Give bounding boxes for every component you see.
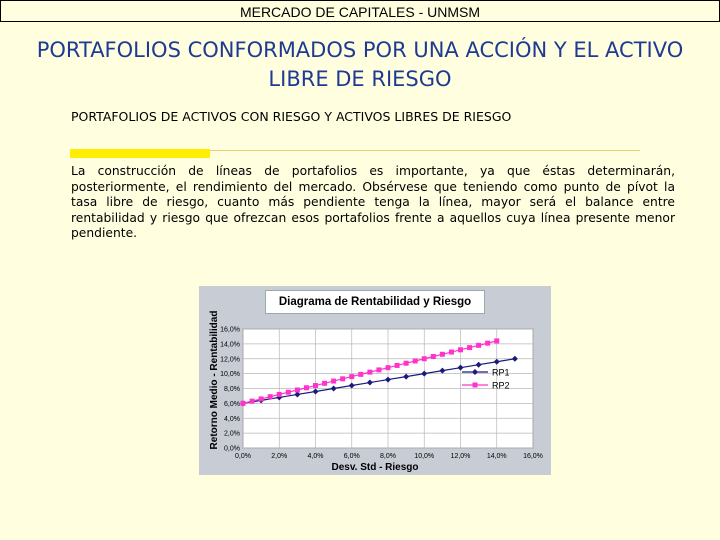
- legend-marker-rp2: [472, 382, 478, 388]
- data-point-rp2: [467, 345, 473, 351]
- y-tick-label: 4,0%: [224, 416, 240, 423]
- data-point-rp2: [367, 369, 373, 375]
- legend-label-rp2: RP2: [492, 381, 510, 391]
- data-point-rp2: [240, 400, 246, 406]
- slide-subtitle: PORTAFOLIOS DE ACTIVOS CON RIESGO Y ACTI…: [71, 109, 512, 124]
- slide-title: PORTAFOLIOS CONFORMADOS POR UNA ACCIÓN Y…: [36, 38, 684, 91]
- data-point-rp2: [476, 342, 482, 348]
- data-point-rp2: [439, 351, 445, 357]
- data-point-rp2: [340, 376, 346, 382]
- data-point-rp1: [439, 367, 446, 374]
- data-point-rp1: [385, 376, 391, 383]
- course-header: MERCADO DE CAPITALES - UNMSM: [0, 0, 720, 22]
- data-point-rp2: [276, 391, 282, 397]
- data-point-rp1: [403, 373, 410, 380]
- data-point-rp2: [267, 394, 273, 400]
- y-tick-label: 16,0%: [220, 327, 240, 334]
- x-tick-label: 2,0%: [271, 453, 287, 460]
- data-point-rp2: [485, 340, 491, 346]
- series-line-rp1: [242, 358, 515, 404]
- data-point-rp2: [249, 398, 255, 404]
- chart-x-axis-label: Desv. Std - Riesgo: [331, 462, 419, 473]
- yellow-accent-bar: [70, 149, 210, 158]
- y-tick-label: 2,0%: [224, 431, 240, 438]
- legend-marker-rp1: [472, 369, 478, 375]
- x-tick-label: 10,0%: [414, 453, 434, 460]
- x-tick-label: 6,0%: [344, 453, 360, 460]
- data-point-rp1: [312, 388, 319, 395]
- legend-label-rp1: RP1: [492, 368, 510, 378]
- x-tick-label: 8,0%: [380, 453, 396, 460]
- chart-title: Diagrama de Rentabilidad y Riesgo: [265, 290, 485, 314]
- data-point-rp1: [493, 358, 500, 365]
- x-tick-label: 12,0%: [451, 453, 471, 460]
- y-tick-label: 10,0%: [220, 371, 240, 378]
- x-tick-label: 0,0%: [235, 453, 251, 460]
- data-point-rp2: [285, 389, 291, 395]
- data-point-rp2: [294, 387, 300, 393]
- x-tick-label: 16,0%: [523, 453, 543, 460]
- data-point-rp1: [330, 385, 337, 392]
- data-point-rp2: [430, 354, 436, 360]
- data-point-rp1: [457, 364, 464, 371]
- y-tick-label: 14,0%: [220, 341, 240, 348]
- y-tick-label: 6,0%: [224, 401, 240, 408]
- data-point-rp2: [421, 356, 427, 362]
- y-tick-label: 0,0%: [224, 446, 240, 453]
- data-point-rp2: [322, 380, 328, 386]
- x-tick-label: 4,0%: [308, 453, 324, 460]
- data-point-rp2: [403, 360, 409, 366]
- x-tick-label: 14,0%: [487, 453, 507, 460]
- data-point-rp2: [376, 367, 382, 373]
- data-point-rp2: [331, 378, 337, 384]
- data-point-rp2: [458, 347, 463, 353]
- data-point-rp2: [313, 383, 318, 389]
- y-tick-label: 8,0%: [224, 386, 240, 393]
- body-paragraph: La construcción de líneas de portafolios…: [71, 164, 675, 240]
- data-point-rp2: [394, 362, 400, 368]
- data-point-rp2: [494, 338, 500, 344]
- y-tick-label: 12,0%: [220, 356, 240, 363]
- divider-line: [210, 150, 640, 151]
- data-point-rp1: [294, 391, 301, 398]
- data-point-rp2: [358, 371, 364, 377]
- data-point-rp2: [412, 358, 418, 364]
- data-point-rp2: [258, 396, 264, 402]
- data-point-rp1: [348, 382, 355, 389]
- data-point-rp2: [385, 365, 391, 371]
- data-point-rp2: [448, 349, 454, 355]
- data-point-rp1: [511, 355, 518, 362]
- data-point-rp1: [366, 379, 373, 386]
- data-point-rp2: [349, 374, 355, 380]
- data-point-rp2: [303, 385, 309, 391]
- data-point-rp1: [475, 361, 482, 368]
- data-point-rp1: [421, 370, 428, 377]
